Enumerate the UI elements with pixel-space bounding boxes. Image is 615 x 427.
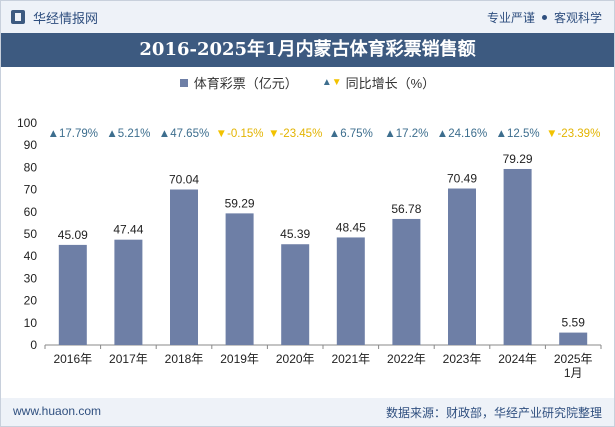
- brand: 华经情报网: [11, 8, 98, 26]
- bar: [170, 189, 198, 345]
- growth-label: ▼-23.45%: [268, 128, 322, 140]
- y-tick-label: 10: [24, 316, 38, 330]
- website-link[interactable]: www.huaon.com: [13, 404, 102, 418]
- x-tick-label: 2021年: [331, 352, 370, 366]
- bar: [448, 188, 476, 345]
- x-tick-label: 2020年: [276, 352, 315, 366]
- chart-title: 2016-2025年1月内蒙古体育彩票销售额: [1, 33, 614, 67]
- legend-bar-label: 体育彩票（亿元）: [193, 76, 298, 91]
- x-tick-label: 2017年: [109, 352, 148, 366]
- data-label: 45.09: [58, 228, 88, 242]
- top-bar: 华经情报网 专业严谨 客观科学: [1, 1, 614, 33]
- data-label: 70.49: [447, 172, 477, 186]
- x-tick-label: 2018年: [165, 352, 204, 366]
- growth-label: ▲6.75%: [329, 128, 373, 140]
- bar: [114, 239, 143, 345]
- bar: [559, 332, 588, 345]
- dot-separator-icon: [541, 15, 547, 20]
- y-tick-label: 0: [30, 338, 37, 352]
- tag-2: 客观科学: [553, 11, 602, 25]
- growth-triangles-icon: ▲ ▼: [321, 77, 342, 88]
- data-label: 5.59: [562, 316, 586, 330]
- x-tick-label: 2022年: [387, 352, 426, 366]
- x-tick-label: 2016年: [53, 352, 92, 366]
- growth-label: ▲17.2%: [384, 128, 428, 140]
- growth-label: ▲47.65%: [159, 128, 209, 140]
- bar: [281, 244, 310, 345]
- y-tick-label: 40: [24, 249, 38, 263]
- data-label: 70.04: [169, 173, 199, 187]
- x-tick-label: 2025年: [554, 352, 593, 366]
- bar: [392, 218, 421, 345]
- bar: [58, 244, 87, 345]
- data-label: 47.44: [113, 223, 143, 237]
- footer: www.huaon.com 数据来源：财政部，华经产业研究院整理: [1, 398, 614, 426]
- bar-swatch-icon: [179, 78, 188, 87]
- x-tick-label: 1月: [564, 366, 583, 380]
- legend-item-bars: 体育彩票（亿元）: [179, 73, 298, 92]
- brand-name: 华经情报网: [33, 10, 99, 26]
- growth-label: ▲24.16%: [437, 128, 487, 140]
- y-tick-label: 60: [24, 205, 38, 219]
- bar: [336, 237, 365, 345]
- data-label: 45.39: [280, 227, 310, 241]
- growth-label: ▲12.5%: [496, 128, 540, 140]
- data-label: 59.29: [225, 196, 255, 210]
- y-tick-label: 100: [17, 116, 37, 130]
- data-label: 79.29: [503, 152, 533, 166]
- y-tick-label: 70: [24, 183, 38, 197]
- data-label: 48.45: [336, 220, 366, 234]
- growth-label: ▲17.79%: [48, 128, 98, 140]
- y-tick-label: 80: [24, 160, 38, 174]
- x-tick-label: 2024年: [498, 352, 537, 366]
- legend: 体育彩票（亿元） ▲ ▼ 同比增长（%）: [1, 73, 614, 92]
- y-tick-label: 30: [24, 271, 38, 285]
- y-tick-label: 90: [24, 138, 38, 152]
- growth-label: ▼-0.15%: [216, 128, 264, 140]
- data-label: 56.78: [391, 202, 421, 216]
- growth-label: ▲5.21%: [106, 128, 150, 140]
- y-tick-label: 50: [24, 227, 38, 241]
- y-tick-label: 20: [24, 294, 38, 308]
- growth-label: ▼-23.39%: [546, 128, 600, 140]
- x-tick-label: 2019年: [220, 352, 259, 366]
- tagline: 专业严谨 客观科学: [487, 9, 602, 26]
- bar: [225, 213, 254, 345]
- legend-growth-label: 同比增长（%）: [345, 76, 436, 91]
- bar: [503, 168, 532, 345]
- source-note: 数据来源：财政部，华经产业研究院整理: [385, 406, 602, 420]
- tag-1: 专业严谨: [486, 11, 535, 25]
- x-tick-label: 2023年: [443, 352, 482, 366]
- legend-item-growth: ▲ ▼ 同比增长（%）: [322, 73, 435, 92]
- logo-icon: [11, 10, 25, 24]
- bar-chart: 0 10 20 30 40 50 60 70 80 90 100 45.09 2016年 ▲17.79% 4…: [17, 116, 602, 380]
